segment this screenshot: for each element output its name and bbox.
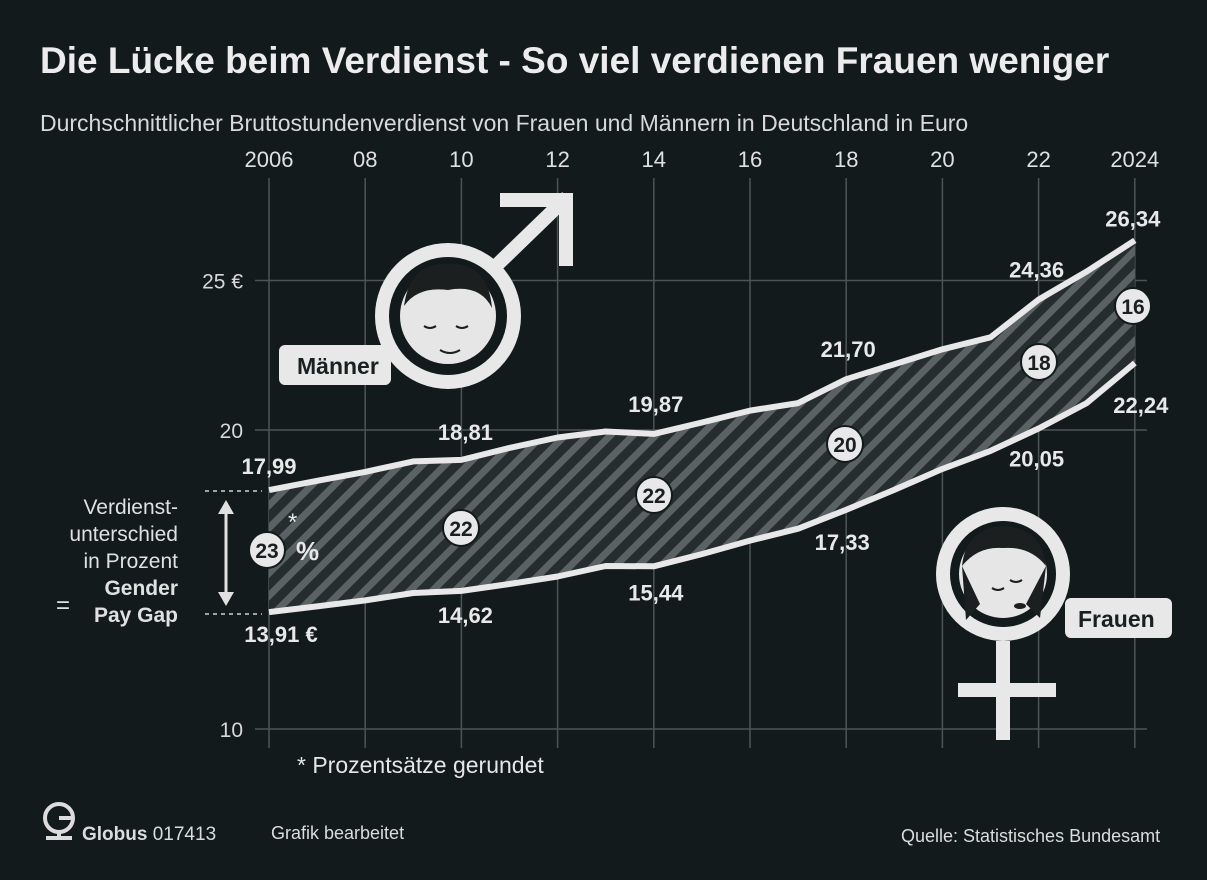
- male-symbol-icon: [375, 192, 573, 389]
- globus-logo-icon: [43, 802, 75, 840]
- x-tick-label: 18: [834, 147, 858, 172]
- gap-badge: 20: [826, 425, 864, 463]
- gap-badge: 18: [1020, 343, 1058, 381]
- gap-badge: 16: [1114, 287, 1152, 325]
- series-line-maenner: [268, 237, 1137, 494]
- y-tick-label: 25 €: [202, 271, 243, 294]
- value-label-maenner: 17,99: [241, 454, 296, 479]
- gap-badges: 23 22 22 20 18 16%*: [248, 287, 1152, 569]
- gap-explanation: Verdienst- unterschied in Prozent Gender…: [40, 494, 178, 629]
- series-line-frauen: [268, 360, 1137, 616]
- gap-label-line1: Verdienst-: [83, 496, 178, 519]
- chart-subtitle: Durchschnittlicher Bruttostundenverdiens…: [40, 110, 969, 136]
- gap-label-bold2: Pay Gap: [93, 604, 178, 627]
- edited-note: Grafik bearbeitet: [271, 823, 405, 843]
- x-tick-label: 16: [738, 147, 762, 172]
- x-tick-label: 20: [930, 147, 954, 172]
- x-axis-ticks: 2006 08 10 12 14 16 18 20 22 2024: [245, 147, 1160, 172]
- gap-badge-circle: [635, 476, 673, 514]
- gap-badge-value: 23: [255, 540, 278, 563]
- footnote: * Prozentsätze gerundet: [297, 752, 544, 778]
- graphic-number: 017413: [152, 824, 217, 845]
- gap-badge-value: 22: [449, 518, 472, 541]
- gap-asterisk: *: [288, 509, 297, 536]
- gap-badge: 22: [635, 476, 673, 514]
- gap-badge-value: 18: [1027, 352, 1051, 375]
- x-tick-label: 10: [449, 147, 473, 172]
- y-tick-label: 20: [220, 420, 243, 443]
- gap-area: [269, 240, 1135, 613]
- value-label-frauen: 14,62: [438, 603, 493, 628]
- gap-badge: 23: [248, 531, 286, 569]
- legend-men: Männer: [279, 345, 391, 385]
- gap-badge-value: 16: [1121, 296, 1144, 319]
- gap-badge-circle: [442, 509, 480, 547]
- value-label-maenner: 19,87: [628, 392, 683, 417]
- gap-label-line3: in Prozent: [83, 550, 178, 573]
- value-label-maenner: 21,70: [821, 337, 876, 362]
- gap-percent-sign: %: [296, 536, 319, 566]
- double-arrow-icon: [218, 500, 234, 606]
- value-label-frauen: 17,33: [815, 530, 870, 555]
- x-tick-label: 22: [1026, 147, 1050, 172]
- value-label-frauen: 20,05: [1009, 447, 1064, 472]
- value-label-maenner: 18,81: [438, 420, 493, 445]
- legend-men-label: Männer: [297, 353, 379, 379]
- x-tick-label: 14: [642, 147, 666, 172]
- gap-label-bold1: Gender: [104, 577, 178, 600]
- value-label-frauen: 15,44: [628, 580, 684, 605]
- x-tick-label: 12: [545, 147, 569, 172]
- x-tick-label: 2024: [1110, 147, 1159, 172]
- value-label-frauen: 13,91 €: [244, 622, 317, 647]
- legend-women-label: Frauen: [1078, 606, 1155, 632]
- chart-title: Die Lücke beim Verdienst - So viel verdi…: [40, 40, 1110, 81]
- gap-label-line2: unterschied: [69, 523, 178, 546]
- value-label-frauen: 22,24: [1113, 393, 1169, 418]
- gap-badge-circle: [1114, 287, 1152, 325]
- value-labels: 17,99 18,81 19,87 21,70 24,36 26,34 13,91 € 14,…: [241, 206, 1169, 647]
- gap-equals-sign: =: [56, 592, 71, 619]
- brand-name: Globus: [82, 824, 148, 845]
- brand-label: Globus 017413: [82, 824, 216, 846]
- source-note: Quelle: Statistisches Bundesamt: [901, 826, 1161, 846]
- gap-badge-value: 22: [642, 485, 665, 508]
- gap-badge-circle: [826, 425, 864, 463]
- gap-badge-value: 20: [833, 434, 856, 457]
- gap-badge-circle: [1020, 343, 1058, 381]
- female-symbol-icon: [936, 507, 1070, 740]
- gap-badge-circle: [248, 531, 286, 569]
- x-tick-label: 08: [353, 147, 377, 172]
- y-axis-ticks: 25 € 20 10: [202, 271, 243, 743]
- y-tick-label: 10: [220, 719, 243, 742]
- x-tick-label: 2006: [245, 147, 294, 172]
- gap-badge: 22: [442, 509, 480, 547]
- value-label-maenner: 26,34: [1105, 206, 1161, 231]
- value-label-maenner: 24,36: [1009, 258, 1064, 283]
- legend-women: Frauen: [1065, 598, 1172, 638]
